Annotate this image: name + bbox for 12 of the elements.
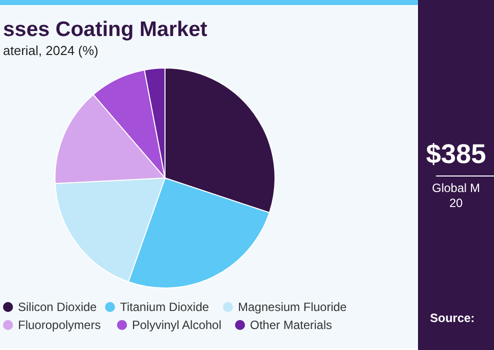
legend-label: Silicon Dioxide <box>18 300 98 314</box>
legend-label: Polyvinyl Alcohol <box>132 318 222 332</box>
chart-subtitle: aterial, 2024 (%) <box>3 43 98 58</box>
chart-title: sses Coating Market <box>3 18 208 41</box>
text: 20 <box>449 196 463 210</box>
source-note: Source: <box>430 311 475 325</box>
legend-label: Titanium Dioxide <box>120 300 210 314</box>
legend-label: Fluoropolymers <box>18 318 101 332</box>
legend-label: Magnesium Fluoride <box>238 300 348 314</box>
legend-label: Other Materials <box>250 318 332 332</box>
text: Global M <box>432 181 480 195</box>
text: $385 <box>426 139 486 169</box>
